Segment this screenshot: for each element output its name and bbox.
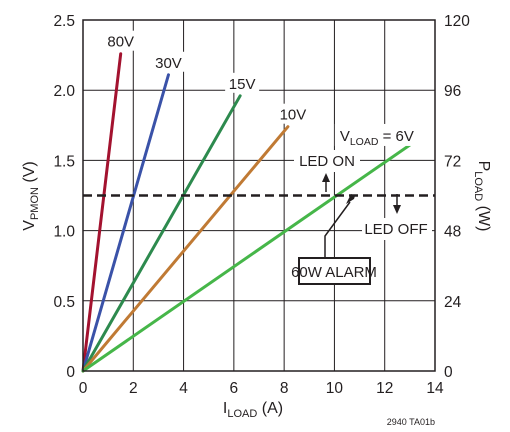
led-off-arrow-head [393,205,401,214]
left-tick-label: 2.5 [53,13,75,30]
series-line-vload-6v [81,143,412,373]
right-axis-title: PLOAD (W) [472,161,492,232]
led-on-label-bg [294,150,360,172]
led-on-arrow-head [322,173,330,182]
figure-code: 2940 TA01b [387,417,435,427]
alarm-label: 60W ALARM [291,264,377,281]
x-tick-label: 14 [426,380,444,397]
x-tick-label: 10 [326,380,344,397]
series-label-80v: 80V [107,34,134,51]
left-tick-label: 1.5 [53,153,75,170]
x-axis-title: ILOAD (A) [223,400,283,420]
x-tick-label: 8 [280,380,289,397]
x-tick-label: 12 [376,380,393,397]
x-tick-label: 2 [129,380,138,397]
alarm-box [298,257,371,285]
left-axis-title: VPMON (V) [21,161,41,230]
right-tick-label: 48 [444,224,461,241]
series-label-bg [334,123,419,146]
alarm-leader-line [324,201,351,258]
series-label-bg [103,30,138,51]
series-label-15v: 15V [229,76,256,93]
right-tick-label: 0 [444,364,453,381]
right-tick-label: 24 [444,294,462,311]
led-on-label: LED ON [299,153,355,170]
series-line-80v [81,52,123,373]
series-label-10v: 10V [280,107,307,124]
series-label-bg [225,72,260,93]
series-line-15v [81,94,242,373]
series-label-bg [151,51,186,72]
x-tick-label: 6 [230,380,239,397]
right-tick-label: 96 [444,83,461,100]
series-lines: 80V 30V 15V 10V VLOAD = 6V [81,30,419,373]
left-tick-label: 0 [66,364,75,381]
right-tick-label: 72 [444,153,461,170]
series-line-30v [81,73,170,373]
led-off-label: LED OFF [364,221,427,238]
left-tick-label: 1.0 [53,224,75,241]
alarm-arrow-head [346,194,355,204]
x-tick-label: 0 [79,380,88,397]
series-label-bg [275,103,310,124]
right-tick-label: 120 [444,13,470,30]
x-tick-label: 4 [179,380,188,397]
series-label-30v: 30V [155,55,182,72]
led-off-label-bg [362,218,432,240]
series-line-10v [81,125,290,373]
series-label-vload-6v: VLOAD = 6V [340,128,414,148]
left-tick-label: 0.5 [53,294,75,311]
left-tick-label: 2.0 [53,83,75,100]
